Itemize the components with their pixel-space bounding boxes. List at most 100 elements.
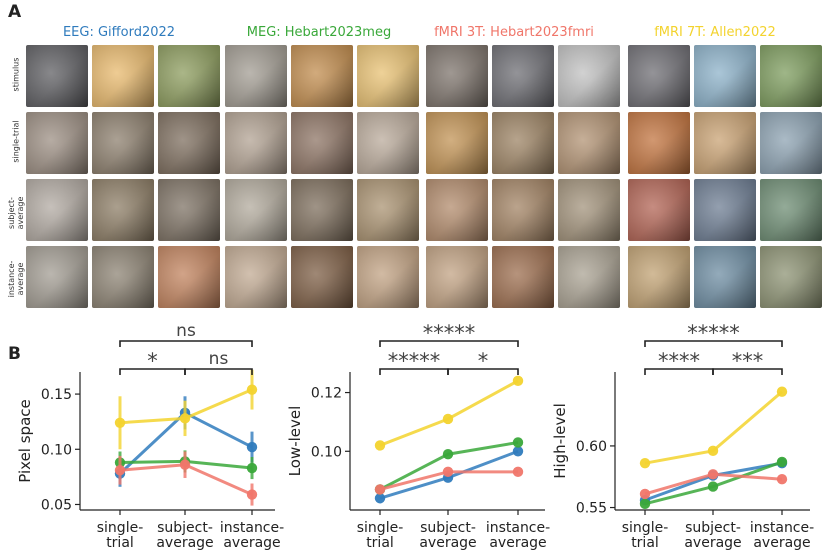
significance-bracket: * <box>447 349 519 375</box>
tile-instance-average-6 <box>357 246 419 308</box>
data-point <box>776 386 788 397</box>
data-point <box>114 465 126 476</box>
x-tick-label: trial <box>106 535 134 551</box>
tile-single-trial-7 <box>426 112 488 174</box>
significance-label: ***** <box>423 321 476 345</box>
tile-single-trial-5 <box>291 112 353 174</box>
significance-bracket: *** <box>712 349 783 375</box>
data-point <box>374 484 386 495</box>
series-line <box>118 411 253 475</box>
x-tick-label: average <box>223 535 280 551</box>
data-point <box>442 413 454 425</box>
data-point <box>776 473 788 485</box>
series-fmri-3t <box>114 451 258 506</box>
tile-stimulus-3 <box>158 45 220 107</box>
data-point <box>639 457 651 469</box>
significance-label: ***** <box>388 349 441 373</box>
bracket-line <box>119 340 253 347</box>
data-point <box>512 466 524 478</box>
y-tick-label: 0.05 <box>41 497 72 513</box>
y-tick-label: 0.10 <box>311 444 342 460</box>
tile-single-trial-4 <box>225 112 287 174</box>
significance-bracket: ***** <box>644 321 783 347</box>
tile-instance-average-10 <box>628 246 690 308</box>
series-meg <box>639 456 788 510</box>
tile-stimulus-2 <box>92 45 154 107</box>
tile-single-trial-2 <box>92 112 154 174</box>
series-fmri-7t <box>114 369 258 450</box>
x-tick-label: average <box>419 535 476 551</box>
bracket-line <box>379 368 449 375</box>
y-tick-label: 0.15 <box>41 387 72 403</box>
significance-label: * <box>147 349 158 373</box>
dataset-title-fmri3t: fMRI 3T: Hebart2023fmri <box>434 25 594 40</box>
data-point <box>114 417 126 428</box>
tile-subject-average-5 <box>291 179 353 241</box>
x-tick-label: instance- <box>220 520 284 536</box>
tile-instance-average-7 <box>426 246 488 308</box>
data-point <box>374 440 386 451</box>
y-axis-label: Low-level <box>286 406 304 477</box>
data-point <box>246 489 258 500</box>
series-eeg <box>114 396 258 487</box>
tile-subject-average-3 <box>158 179 220 241</box>
row-label-stimulus: stimulus <box>11 57 21 92</box>
data-point <box>442 472 454 483</box>
x-tick-label: average <box>753 535 810 551</box>
data-point <box>707 470 719 481</box>
series-fmri-3t <box>639 469 788 500</box>
data-point <box>512 437 524 448</box>
data-point <box>707 469 719 480</box>
x-tick-label: trial <box>631 535 659 551</box>
tile-subject-average-8 <box>492 179 554 241</box>
data-point <box>114 468 126 479</box>
tile-subject-average-11 <box>694 179 756 241</box>
data-point <box>512 446 524 457</box>
significance-label: ns <box>176 321 196 341</box>
x-tick-label: subject- <box>157 520 213 536</box>
bracket-line <box>184 368 253 375</box>
dataset-title-meg: MEG: Hebart2023meg <box>246 25 392 40</box>
significance-bracket: **** <box>644 349 714 375</box>
series-line <box>379 449 519 500</box>
y-axis-label: High-level <box>551 403 569 479</box>
tile-subject-average-1 <box>26 179 88 241</box>
tile-subject-average-12 <box>760 179 822 241</box>
tile-single-trial-6 <box>357 112 419 174</box>
data-point <box>776 457 788 469</box>
significance-bracket: ns <box>119 321 253 347</box>
tile-stimulus-9 <box>558 45 620 107</box>
series-fmri-7t <box>639 386 788 469</box>
y-axis-label: Pixel space <box>16 399 34 482</box>
significance-bracket: * <box>119 349 186 375</box>
bracket-line <box>119 368 186 375</box>
significance-label: ***** <box>687 321 740 345</box>
data-point <box>707 481 719 492</box>
series-line <box>644 390 783 465</box>
x-tick-label: instance- <box>750 520 814 536</box>
series-meg <box>374 437 524 495</box>
series-eeg <box>374 446 524 504</box>
tile-stimulus-12 <box>760 45 822 107</box>
bracket-line <box>712 368 783 375</box>
tile-subject-average-9 <box>558 179 620 241</box>
x-tick-label: average <box>684 535 741 551</box>
x-tick-label: average <box>489 535 546 551</box>
tile-instance-average-4 <box>225 246 287 308</box>
y-tick-label: 0.55 <box>576 501 607 517</box>
series-line <box>379 440 519 491</box>
panel-b-letter: B <box>8 344 21 364</box>
chart-3: 0.55 0.60 High-level single-trial subject-av… <box>551 321 814 551</box>
dataset-title-eeg: EEG: Gifford2022 <box>62 25 176 40</box>
tile-subject-average-7 <box>426 179 488 241</box>
tile-single-trial-8 <box>492 112 554 174</box>
data-point <box>374 484 386 495</box>
significance-bracket: ns <box>184 349 253 375</box>
tile-single-trial-3 <box>158 112 220 174</box>
data-point <box>246 441 258 453</box>
chart-2: 0.10 0.12 Low-level single-trial subject-ave… <box>286 321 550 551</box>
data-point <box>246 384 258 395</box>
x-tick-label: subject- <box>685 520 741 536</box>
tile-instance-average-5 <box>291 246 353 308</box>
tile-instance-average-11 <box>694 246 756 308</box>
